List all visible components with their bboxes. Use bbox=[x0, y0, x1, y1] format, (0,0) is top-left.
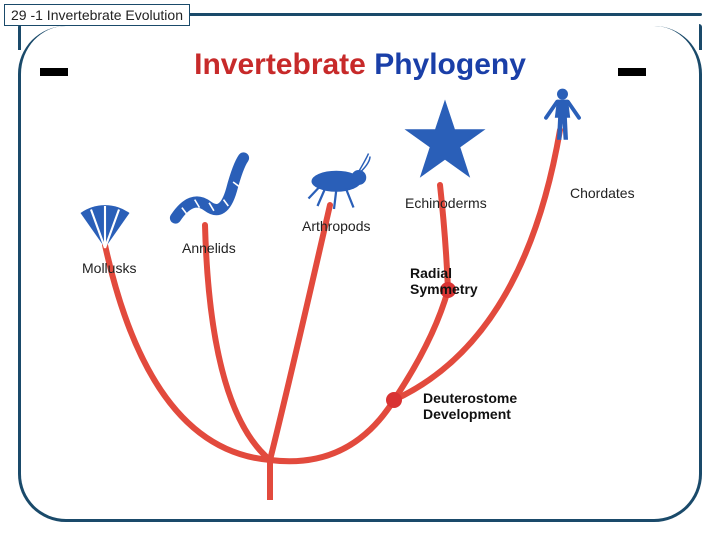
echinoderm-icon bbox=[400, 95, 490, 185]
taxon-label-arthropods: Arthropods bbox=[302, 218, 370, 234]
feature-label-radial_symmetry: RadialSymmetry bbox=[410, 265, 478, 297]
taxon-label-annelids: Annelids bbox=[182, 240, 236, 256]
page-title: Invertebrate Phylogeny Invertebrate Phyl… bbox=[0, 48, 720, 82]
phylogeny-diagram: Mollusks Annelids Arthropods Echinoderms Cho… bbox=[30, 80, 690, 500]
arthropod-icon bbox=[285, 140, 380, 215]
section-label: 29 -1 Invertebrate Evolution bbox=[4, 4, 190, 26]
feature-label-deuterostome: DeuterostomeDevelopment bbox=[423, 390, 517, 422]
mollusk-icon bbox=[70, 185, 140, 255]
taxon-label-echinoderms: Echinoderms bbox=[405, 195, 487, 211]
annelid-icon bbox=[160, 150, 255, 230]
taxon-label-chordates: Chordates bbox=[570, 185, 635, 201]
frame-top-rule bbox=[180, 13, 702, 16]
taxon-label-mollusks: Mollusks bbox=[82, 260, 136, 276]
